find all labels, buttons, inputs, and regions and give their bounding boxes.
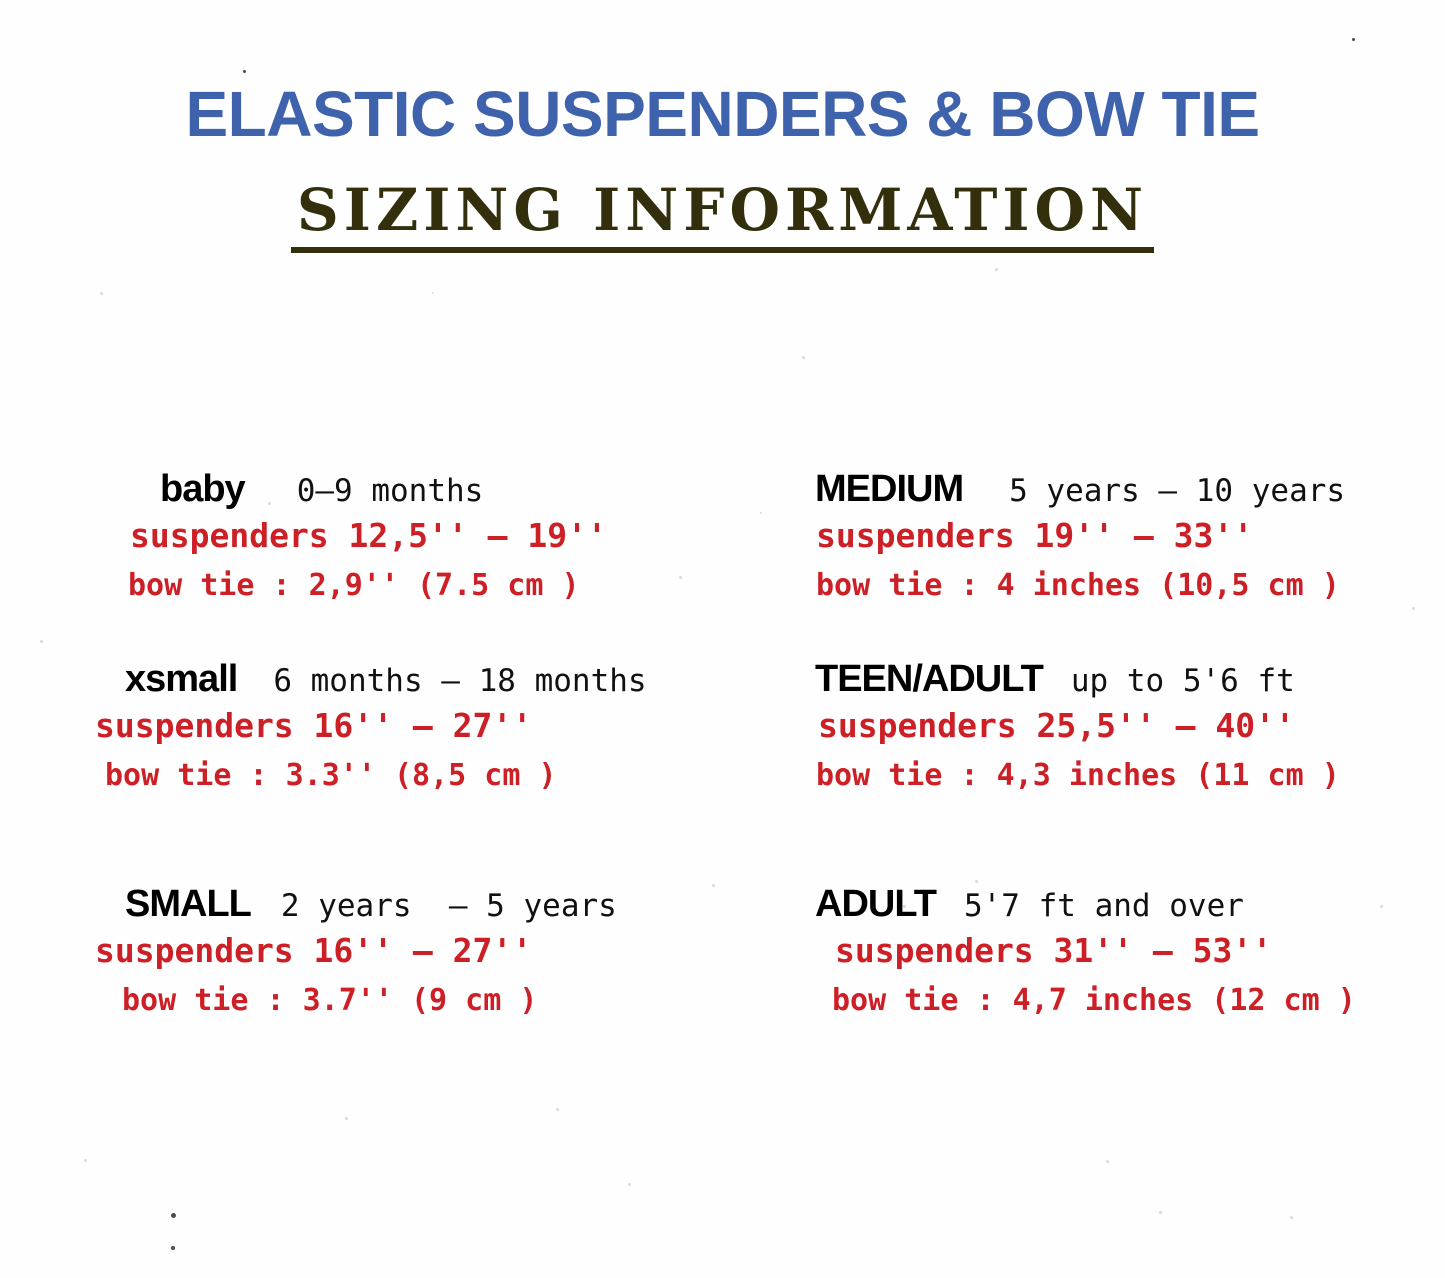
scan-speckle <box>1290 1216 1293 1219</box>
bow-tie-measurement: bow tie : 3.7'' (9 cm ) <box>122 982 538 1018</box>
page-subtitle: SIZING INFORMATION <box>290 180 1155 253</box>
size-block-header: MEDIUM 5 years – 10 years <box>815 468 1430 510</box>
scan-speckle <box>345 1117 348 1120</box>
scan-speckle <box>432 292 434 294</box>
scan-speckle <box>995 268 998 271</box>
size-block-header: xsmall 6 months – 18 months <box>125 658 750 700</box>
scan-speckle <box>628 1183 631 1186</box>
age-range: 5 years – 10 years <box>1009 473 1346 509</box>
scan-speckle <box>243 70 246 73</box>
page-title: ELASTIC SUSPENDERS & BOW TIE <box>185 78 1260 150</box>
size-block-xsmall: xsmall 6 months – 18 months suspenders 16'… <box>60 658 750 793</box>
suspenders-measurement: suspenders 19'' – 33'' <box>816 515 1254 555</box>
suspenders-measurement: suspenders 16'' – 27'' <box>95 705 533 745</box>
scan-speckle <box>40 640 43 643</box>
size-block-adult: ADULT 5'7 ft and over suspenders 31'' – 53… <box>760 883 1430 1018</box>
size-label: SMALL <box>125 883 252 925</box>
size-block-teen-adult: TEEN/ADULT up to 5'6 ft suspenders 25,5'' … <box>760 658 1430 793</box>
size-block-baby: baby 0–9 months suspenders 12,5'' – 19'' bo… <box>60 468 750 603</box>
scan-speckle <box>100 292 103 295</box>
bow-tie-measurement: bow tie : 4 inches (10,5 cm ) <box>816 567 1340 603</box>
bow-tie-measurement: bow tie : 4,3 inches (11 cm ) <box>816 757 1340 793</box>
age-range: 0–9 months <box>296 473 484 509</box>
scan-speckle <box>171 1246 175 1250</box>
scan-speckle <box>171 1213 176 1218</box>
size-label: MEDIUM <box>815 468 964 510</box>
size-block-header: TEEN/ADULT up to 5'6 ft <box>815 658 1430 700</box>
size-block-small: SMALL 2 years – 5 years suspenders 16'' – … <box>60 883 750 1018</box>
size-label: ADULT <box>815 883 937 925</box>
size-block-header: ADULT 5'7 ft and over <box>815 883 1430 925</box>
age-range: up to 5'6 ft <box>1070 663 1295 699</box>
bow-tie-measurement: bow tie : 3.3'' (8,5 cm ) <box>105 757 557 793</box>
age-range: 6 months – 18 months <box>273 663 647 699</box>
size-block-header: baby 0–9 months <box>160 468 750 510</box>
size-block-header: SMALL 2 years – 5 years <box>125 883 750 925</box>
suspenders-measurement: suspenders 31'' – 53'' <box>835 930 1273 970</box>
scan-speckle <box>1352 38 1355 41</box>
age-range: 5'7 ft and over <box>963 888 1244 924</box>
scan-speckle <box>84 1159 87 1162</box>
size-label: TEEN/ADULT <box>815 658 1044 700</box>
scan-speckle <box>1412 607 1415 610</box>
scan-speckle <box>556 1108 559 1111</box>
suspenders-measurement: suspenders 16'' – 27'' <box>95 930 533 970</box>
bow-tie-measurement: bow tie : 2,9'' (7.5 cm ) <box>128 567 580 603</box>
age-range: 2 years – 5 years <box>280 888 617 924</box>
bow-tie-measurement: bow tie : 4,7 inches (12 cm ) <box>832 982 1356 1018</box>
scan-speckle <box>802 356 805 359</box>
size-label: baby <box>160 468 246 510</box>
scan-speckle <box>1106 1160 1109 1163</box>
suspenders-measurement: suspenders 25,5'' – 40'' <box>818 705 1295 745</box>
suspenders-measurement: suspenders 12,5'' – 19'' <box>130 515 607 555</box>
size-label: xsmall <box>125 658 238 700</box>
scan-speckle <box>975 880 978 883</box>
size-block-medium: MEDIUM 5 years – 10 years suspenders 19'' … <box>760 468 1430 603</box>
scan-speckle <box>1159 1211 1162 1214</box>
subtitle-container: SIZING INFORMATION <box>0 180 1445 253</box>
